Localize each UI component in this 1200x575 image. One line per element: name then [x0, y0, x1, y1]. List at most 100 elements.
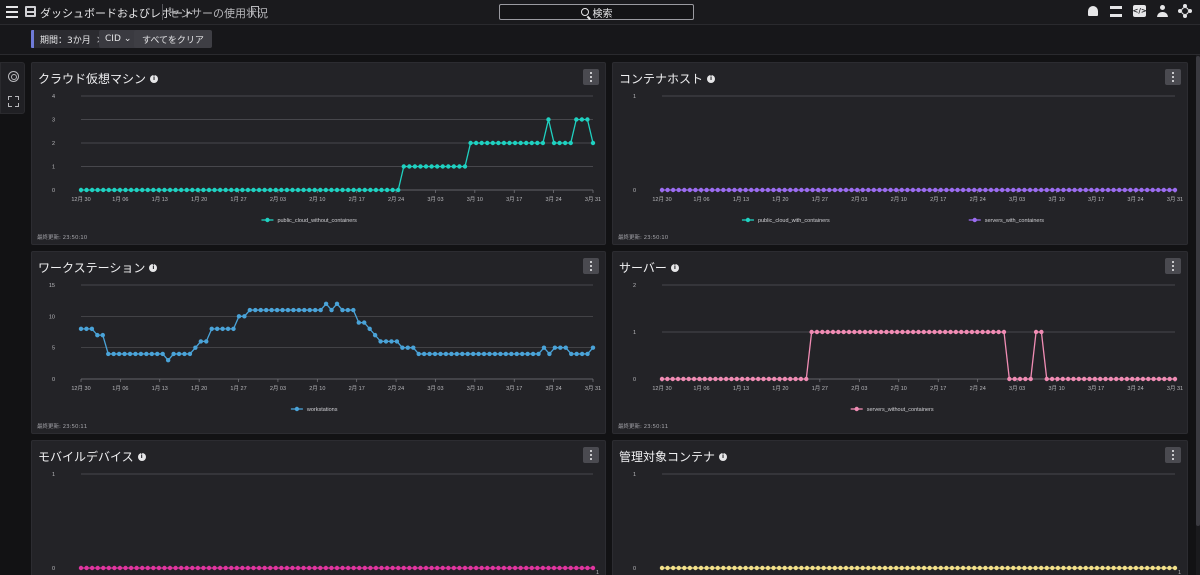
data-point: [240, 187, 245, 193]
data-point: [1097, 376, 1103, 382]
stack-icon[interactable]: [1109, 4, 1123, 18]
data-point: [345, 187, 351, 193]
x-tick-label: 3月 24: [1127, 385, 1143, 392]
user-icon[interactable]: [1155, 4, 1169, 18]
data-point: [843, 565, 849, 571]
data-point: [279, 187, 284, 193]
data-point: [579, 351, 585, 357]
period-filter-chip[interactable]: 期間：3か月 ×: [31, 30, 109, 48]
info-icon[interactable]: i: [670, 263, 679, 272]
info-icon[interactable]: i: [137, 452, 146, 461]
data-point: [1023, 376, 1028, 382]
bookmark-icon[interactable]: [251, 6, 259, 21]
data-point: [1071, 376, 1076, 382]
data-point: [262, 565, 267, 571]
data-point: [1172, 376, 1178, 382]
x-tick-label: 1月 06: [112, 196, 128, 203]
data-point: [558, 345, 563, 350]
data-point: [1130, 376, 1135, 382]
x-tick-label: 1: [596, 570, 599, 575]
data-point: [1027, 187, 1033, 193]
gear-icon[interactable]: [8, 71, 19, 82]
data-point: [866, 565, 871, 571]
data-point: [1156, 376, 1162, 382]
data-point: [838, 187, 843, 193]
kebab-menu-icon[interactable]: [1165, 258, 1181, 274]
info-icon[interactable]: i: [149, 263, 158, 272]
search-button[interactable]: 検索: [499, 4, 694, 20]
data-point: [1100, 187, 1105, 193]
info-icon[interactable]: i: [150, 74, 159, 83]
data-point: [318, 565, 323, 571]
data-point: [234, 565, 240, 571]
data-point: [165, 358, 171, 363]
kebab-menu-icon[interactable]: [583, 258, 599, 274]
data-point: [1049, 376, 1055, 382]
data-point: [659, 376, 665, 382]
data-point: [579, 117, 585, 122]
bell-icon[interactable]: [1086, 4, 1100, 18]
code-icon[interactable]: </>: [1132, 5, 1147, 17]
kebab-menu-icon[interactable]: [1165, 69, 1181, 85]
clear-all-button[interactable]: すべてをクリア: [134, 30, 212, 48]
data-point: [291, 307, 296, 313]
data-point: [552, 345, 558, 350]
cid-filter-dropdown[interactable]: CID ⌄: [99, 30, 138, 48]
data-point: [184, 565, 189, 571]
data-point: [988, 187, 994, 193]
x-tick-label: 2月 17: [349, 196, 365, 203]
data-point: [318, 187, 323, 193]
data-point: [536, 351, 541, 357]
data-point: [894, 329, 900, 335]
hamburger-menu-icon[interactable]: [6, 6, 18, 18]
data-point: [948, 329, 953, 335]
data-point: [479, 140, 484, 146]
series-line: [662, 331, 1175, 380]
data-point: [557, 565, 562, 571]
data-point: [969, 329, 975, 335]
data-point: [412, 565, 418, 571]
data-point: [884, 329, 889, 335]
info-icon[interactable]: i: [719, 452, 728, 461]
app-title[interactable]: ダッシュボードおよびレポート: [40, 7, 194, 20]
data-point: [994, 187, 999, 193]
x-tick-label: 3月 10: [467, 196, 483, 203]
kebab-menu-icon[interactable]: [1165, 447, 1181, 463]
x-tick-label: 3月 03: [427, 385, 443, 392]
data-point: [975, 329, 980, 335]
expand-icon[interactable]: [8, 96, 19, 107]
data-point: [156, 565, 162, 571]
x-tick-label: 2月 03: [851, 196, 867, 203]
data-point: [899, 187, 904, 193]
data-point: [815, 565, 821, 571]
info-icon[interactable]: i: [707, 74, 716, 83]
data-point: [540, 140, 546, 146]
data-point: [229, 565, 234, 571]
data-point: [253, 307, 258, 313]
data-point: [916, 187, 921, 193]
data-point: [434, 164, 440, 169]
data-point: [323, 301, 329, 306]
data-point: [329, 187, 334, 193]
kebab-menu-icon[interactable]: [583, 447, 599, 463]
data-point: [116, 351, 122, 357]
data-point: [991, 329, 996, 335]
data-point: [373, 565, 379, 571]
data-point: [996, 329, 1001, 335]
sun-icon[interactable]: [1178, 4, 1192, 18]
data-point: [368, 565, 373, 571]
data-point: [122, 351, 127, 357]
data-point: [190, 187, 195, 193]
cloud-vm-panel: クラウド仮想マシン i 0 1 2 3 4 12月 30 1月 06 1月 13 1月 20 1月 …: [31, 62, 606, 245]
scrollbar-thumb[interactable]: [1196, 56, 1200, 526]
data-point: [95, 187, 100, 193]
data-point: [541, 345, 547, 350]
data-point: [707, 376, 713, 382]
kebab-menu-icon[interactable]: [583, 69, 599, 85]
data-point: [793, 376, 798, 382]
data-point: [766, 376, 772, 382]
data-point: [1094, 187, 1100, 193]
data-point: [739, 376, 745, 382]
container-host-chart: 0 1 12月 30 1月 06 1月 13 1月 20 1月 27 2月 03 2月 10 2月…: [633, 94, 1183, 224]
data-point: [743, 187, 748, 193]
